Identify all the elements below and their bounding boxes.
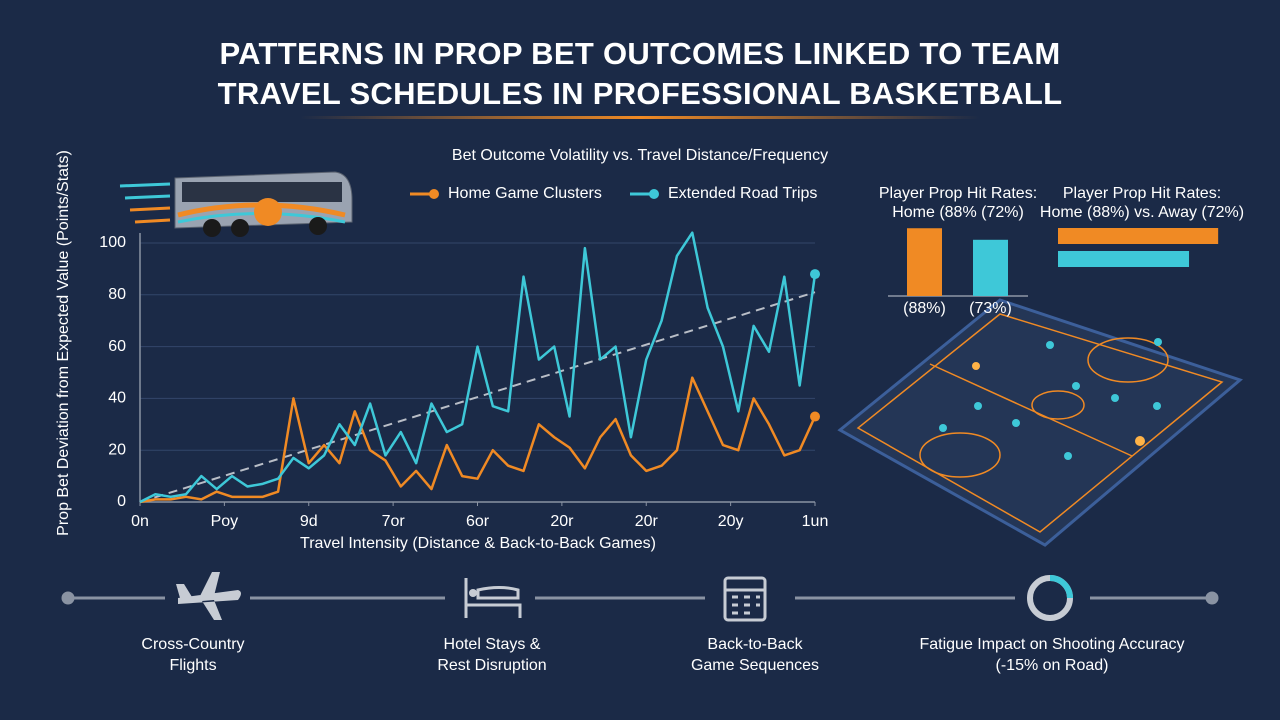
x-tick-label: 7or [382, 513, 406, 530]
series-line [139, 231, 817, 504]
y-tick-label: 20 [108, 441, 126, 458]
timeline-label: Hotel Stays & Rest Disruption [437, 636, 547, 674]
timeline-label: Fatigue Impact on Shooting Accuracy (-15… [919, 636, 1185, 674]
x-tick-label: 0n [131, 513, 149, 530]
bar [907, 228, 942, 296]
y-tick-label: 40 [108, 390, 126, 407]
x-tick-label: 20r [635, 513, 659, 530]
legend-swatch [429, 189, 439, 199]
title-underline [300, 116, 980, 119]
y-tick-label: 80 [108, 286, 126, 303]
panel-subtitle: Home (88% (72%) [892, 204, 1024, 221]
x-tick-label: 9d [300, 513, 318, 530]
panel-title: Player Prop Hit Rates: [1063, 185, 1221, 202]
end-point [810, 411, 820, 422]
bar-label: (73%) [969, 300, 1012, 317]
bus-icon [119, 171, 353, 237]
legend-label: Extended Road Trips [668, 185, 817, 202]
y-tick-label: 100 [99, 234, 126, 251]
x-tick-label: 20r [550, 513, 574, 530]
x-tick-label: 6or [466, 513, 490, 530]
trend-line [139, 291, 816, 503]
court-graphic [837, 298, 1244, 547]
page-title: PATTERNS IN PROP BET OUTCOMES LINKED TO … [217, 36, 1063, 111]
panel-title: Player Prop Hit Rates: [879, 185, 1037, 202]
series-line [139, 376, 817, 504]
end-point [810, 269, 820, 280]
x-tick-label: 20y [718, 513, 744, 530]
bar [1058, 228, 1219, 244]
legend-swatch [649, 189, 659, 199]
panel-subtitle: Home (88%) vs. Away (72%) [1040, 204, 1244, 221]
x-tick-label: Poy [211, 513, 239, 530]
bar [973, 239, 1008, 296]
timeline-label: Back-to-Back Game Sequences [690, 636, 820, 674]
timeline [61, 572, 1219, 622]
y-tick-label: 60 [108, 338, 126, 355]
bar [1058, 251, 1190, 267]
y-axis-label: Prop Bet Deviation from Expected Value (… [55, 150, 72, 536]
legend-label: Home Game Clusters [448, 185, 602, 202]
bar-label: (88%) [903, 300, 946, 317]
x-tick-label: 1un [802, 513, 829, 530]
y-tick-label: 0 [117, 493, 126, 510]
x-axis-label: Travel Intensity (Distance & Back-to-Bac… [300, 535, 656, 552]
timeline-label: Cross-Country Flights [141, 636, 245, 674]
chart-title: Bet Outcome Volatility vs. Travel Distan… [452, 147, 828, 164]
